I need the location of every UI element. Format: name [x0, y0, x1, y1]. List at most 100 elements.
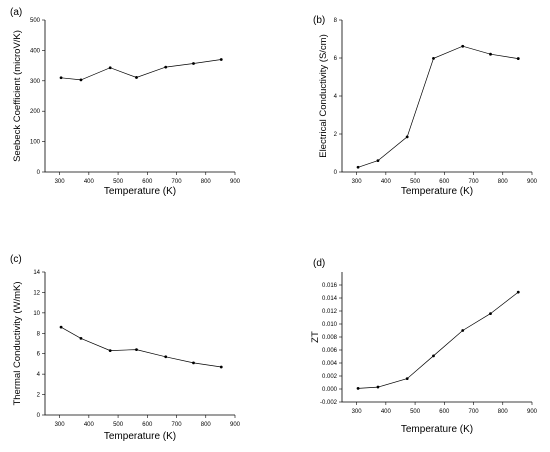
data-point-0-5 [192, 62, 195, 65]
x-tick-label-0-5: 800 [201, 179, 212, 185]
data-point-1-1 [376, 159, 380, 163]
y-tick-label-2-2: 4 [37, 372, 41, 378]
axes-1 [341, 20, 532, 173]
data-point-3-4 [461, 329, 465, 332]
y-tick-label-0-0: 0 [37, 170, 41, 176]
x-tick-label-2-5: 800 [201, 422, 212, 428]
y-tick-label-3-8: 0.014 [322, 296, 338, 302]
y-axis-label-1: Electrical Conductivity (S/cm) [318, 34, 329, 158]
data-point-3-5 [489, 312, 492, 315]
data-point-0-6 [219, 58, 223, 61]
x-axis-label-2: Temperature (K) [104, 431, 176, 442]
y-tick-label-2-6: 12 [33, 290, 40, 296]
x-tick-label-3-0: 300 [352, 409, 363, 415]
y-tick-label-1-2: 4 [334, 94, 338, 100]
data-point-3-6 [516, 290, 520, 294]
panel-label-2: (c) [10, 254, 22, 265]
x-tick-label-0-0: 300 [55, 179, 66, 185]
y-tick-label-3-5: 0.008 [322, 335, 338, 341]
series-line-1 [357, 45, 519, 168]
y-tick-label-3-3: 0.004 [322, 361, 338, 367]
panel-label-0: (a) [10, 7, 22, 18]
panel-label-1: (b) [313, 15, 325, 26]
x-tick-label-3-3: 600 [439, 409, 450, 415]
axes-2 [44, 272, 235, 416]
y-tick-label-0-2: 200 [30, 109, 41, 115]
axes-0 [44, 20, 235, 173]
x-tick-label-3-6: 900 [527, 409, 538, 415]
y-tick-label-3-4: 0.006 [322, 348, 338, 354]
x-tick-label-3-1: 400 [381, 409, 392, 415]
series-line-0 [61, 59, 222, 81]
x-tick-label-1-1: 400 [381, 179, 392, 185]
x-axis-label-3: Temperature (K) [401, 424, 473, 435]
y-tick-label-3-0: -0.002 [320, 400, 338, 406]
data-point-0-0 [59, 76, 63, 80]
x-tick-label-2-2: 500 [113, 422, 124, 428]
data-point-0-3 [135, 76, 138, 79]
data-point-2-6 [219, 365, 223, 369]
data-point-3-0 [356, 386, 360, 390]
y-tick-label-1-4: 8 [334, 18, 338, 24]
data-point-1-4 [461, 44, 465, 48]
y-tick-label-3-7: 0.012 [322, 309, 338, 315]
y-axis-label-3: ZT [310, 331, 321, 343]
y-tick-label-1-1: 2 [334, 132, 338, 138]
x-tick-label-3-4: 700 [469, 409, 480, 415]
data-point-1-5 [489, 52, 492, 56]
y-tick-label-2-1: 2 [37, 393, 41, 399]
x-tick-label-1-5: 800 [498, 179, 509, 185]
x-tick-label-2-1: 400 [84, 422, 95, 428]
y-tick-label-2-0: 0 [37, 413, 41, 419]
x-tick-label-1-0: 300 [352, 179, 363, 185]
data-point-0-4 [164, 65, 168, 69]
x-tick-label-2-4: 700 [172, 422, 183, 428]
panel-label-3: (d) [313, 258, 325, 269]
x-tick-label-1-4: 700 [469, 179, 480, 185]
x-tick-label-0-1: 400 [84, 179, 95, 185]
y-tick-label-0-5: 500 [30, 18, 41, 24]
data-point-1-6 [516, 57, 520, 60]
data-point-2-1 [79, 336, 83, 340]
y-tick-label-2-3: 6 [37, 352, 41, 358]
x-axis-label-1: Temperature (K) [401, 186, 473, 197]
data-point-1-0 [356, 165, 360, 169]
series-line-2 [60, 326, 222, 368]
y-tick-label-3-6: 0.010 [322, 322, 338, 328]
x-tick-label-2-3: 600 [142, 422, 153, 428]
x-tick-label-0-2: 500 [113, 179, 124, 185]
y-tick-label-2-5: 10 [33, 311, 40, 317]
y-tick-label-3-1: 0.000 [322, 387, 338, 393]
y-axis-label-0: Seebeck Coefficient (microV/K) [12, 30, 23, 162]
data-point-2-5 [192, 361, 195, 365]
y-tick-label-0-4: 400 [30, 48, 41, 54]
y-tick-label-2-4: 8 [37, 331, 41, 337]
y-tick-label-2-7: 14 [33, 270, 40, 276]
x-tick-label-0-6: 900 [230, 179, 241, 185]
x-tick-label-2-0: 300 [55, 422, 66, 428]
y-tick-label-1-3: 6 [334, 56, 338, 62]
x-tick-label-3-5: 800 [498, 409, 509, 415]
y-axis-label-2: Thermal Conductivity (W/mK) [12, 281, 23, 405]
x-axis-label-0: Temperature (K) [104, 186, 176, 197]
x-tick-label-1-2: 500 [410, 179, 421, 185]
data-point-2-0 [59, 325, 63, 329]
data-point-3-1 [376, 385, 380, 389]
series-line-3 [358, 291, 519, 389]
y-tick-label-3-9: 0.016 [322, 283, 338, 289]
data-point-2-2 [108, 349, 112, 353]
data-point-0-1 [79, 78, 83, 82]
data-point-2-4 [164, 355, 168, 359]
data-point-3-2 [405, 377, 409, 380]
x-tick-label-1-3: 600 [439, 179, 450, 185]
data-point-0-2 [108, 66, 112, 70]
x-tick-label-3-2: 500 [410, 409, 421, 415]
axes-3 [341, 272, 532, 403]
x-tick-label-2-6: 900 [230, 422, 241, 428]
data-point-1-2 [405, 135, 409, 139]
x-tick-label-1-6: 900 [527, 179, 538, 185]
y-tick-label-3-2: 0.002 [322, 374, 338, 380]
data-point-1-3 [432, 56, 435, 60]
y-tick-label-0-3: 300 [30, 79, 41, 85]
